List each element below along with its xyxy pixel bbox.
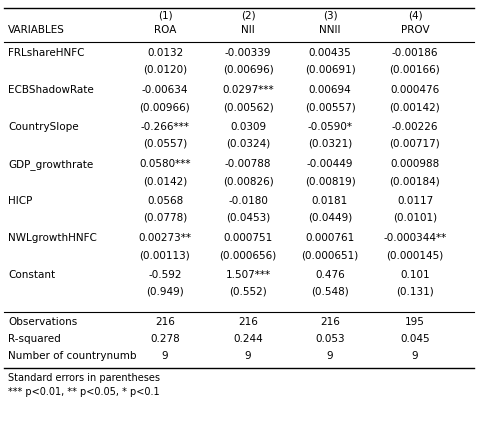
- Text: (3): (3): [323, 10, 337, 20]
- Text: VARIABLES: VARIABLES: [8, 25, 65, 35]
- Text: (0.0557): (0.0557): [143, 139, 187, 149]
- Text: (0.00142): (0.00142): [390, 102, 440, 112]
- Text: -0.00634: -0.00634: [142, 85, 188, 95]
- Text: (0.00826): (0.00826): [223, 176, 273, 186]
- Text: Number of countrynumb: Number of countrynumb: [8, 351, 137, 361]
- Text: 0.000751: 0.000751: [223, 233, 272, 243]
- Text: 0.000988: 0.000988: [391, 159, 440, 169]
- Text: Observations: Observations: [8, 317, 77, 327]
- Text: Constant: Constant: [8, 270, 55, 280]
- Text: PROV: PROV: [401, 25, 429, 35]
- Text: HICP: HICP: [8, 196, 33, 206]
- Text: 0.476: 0.476: [315, 270, 345, 280]
- Text: 0.0181: 0.0181: [312, 196, 348, 206]
- Text: -0.266***: -0.266***: [141, 122, 189, 132]
- Text: (0.552): (0.552): [229, 287, 267, 297]
- Text: (0.000651): (0.000651): [301, 250, 358, 260]
- Text: -0.0590*: -0.0590*: [307, 122, 352, 132]
- Text: (0.0321): (0.0321): [308, 139, 352, 149]
- Text: 1.507***: 1.507***: [226, 270, 271, 280]
- Text: -0.0180: -0.0180: [228, 196, 268, 206]
- Text: 0.244: 0.244: [233, 334, 263, 344]
- Text: 9: 9: [162, 351, 168, 361]
- Text: 0.0297***: 0.0297***: [222, 85, 274, 95]
- Text: Standard errors in parentheses: Standard errors in parentheses: [8, 373, 160, 383]
- Text: CountrySlope: CountrySlope: [8, 122, 78, 132]
- Text: (0.00819): (0.00819): [304, 176, 355, 186]
- Text: (0.000145): (0.000145): [386, 250, 444, 260]
- Text: (0.949): (0.949): [146, 287, 184, 297]
- Text: R-squared: R-squared: [8, 334, 61, 344]
- Text: -0.00186: -0.00186: [392, 48, 438, 58]
- Text: ECBShadowRate: ECBShadowRate: [8, 85, 94, 95]
- Text: (0.00184): (0.00184): [390, 176, 440, 186]
- Text: 216: 216: [320, 317, 340, 327]
- Text: 0.000761: 0.000761: [305, 233, 355, 243]
- Text: FRLshareHNFC: FRLshareHNFC: [8, 48, 85, 58]
- Text: 0.045: 0.045: [400, 334, 430, 344]
- Text: NNII: NNII: [319, 25, 341, 35]
- Text: (0.0453): (0.0453): [226, 213, 270, 223]
- Text: 9: 9: [412, 351, 418, 361]
- Text: 0.0580***: 0.0580***: [139, 159, 191, 169]
- Text: (0.00966): (0.00966): [140, 102, 190, 112]
- Text: (0.548): (0.548): [311, 287, 349, 297]
- Text: (0.131): (0.131): [396, 287, 434, 297]
- Text: (0.000656): (0.000656): [219, 250, 277, 260]
- Text: 0.00694: 0.00694: [309, 85, 351, 95]
- Text: -0.000344**: -0.000344**: [383, 233, 446, 243]
- Text: 0.278: 0.278: [150, 334, 180, 344]
- Text: (0.0120): (0.0120): [143, 65, 187, 75]
- Text: 195: 195: [405, 317, 425, 327]
- Text: 0.053: 0.053: [315, 334, 345, 344]
- Text: 0.0309: 0.0309: [230, 122, 266, 132]
- Text: (0.0449): (0.0449): [308, 213, 352, 223]
- Text: 0.0117: 0.0117: [397, 196, 433, 206]
- Text: -0.00226: -0.00226: [392, 122, 438, 132]
- Text: (0.0142): (0.0142): [143, 176, 187, 186]
- Text: (0.00557): (0.00557): [304, 102, 355, 112]
- Text: 0.00273**: 0.00273**: [139, 233, 192, 243]
- Text: 9: 9: [326, 351, 333, 361]
- Text: (0.0778): (0.0778): [143, 213, 187, 223]
- Text: 216: 216: [238, 317, 258, 327]
- Text: 0.00435: 0.00435: [309, 48, 351, 58]
- Text: (0.00691): (0.00691): [304, 65, 355, 75]
- Text: 0.000476: 0.000476: [391, 85, 440, 95]
- Text: NWLgrowthHNFC: NWLgrowthHNFC: [8, 233, 97, 243]
- Text: (0.00166): (0.00166): [390, 65, 440, 75]
- Text: (0.00562): (0.00562): [223, 102, 273, 112]
- Text: 216: 216: [155, 317, 175, 327]
- Text: (4): (4): [408, 10, 422, 20]
- Text: NII: NII: [241, 25, 255, 35]
- Text: (1): (1): [158, 10, 172, 20]
- Text: (2): (2): [241, 10, 255, 20]
- Text: (0.0324): (0.0324): [226, 139, 270, 149]
- Text: -0.592: -0.592: [148, 270, 182, 280]
- Text: (0.0101): (0.0101): [393, 213, 437, 223]
- Text: -0.00788: -0.00788: [225, 159, 271, 169]
- Text: 0.0132: 0.0132: [147, 48, 183, 58]
- Text: GDP_growthrate: GDP_growthrate: [8, 159, 93, 170]
- Text: (0.00113): (0.00113): [140, 250, 190, 260]
- Text: *** p<0.01, ** p<0.05, * p<0.1: *** p<0.01, ** p<0.05, * p<0.1: [8, 387, 160, 397]
- Text: 0.0568: 0.0568: [147, 196, 183, 206]
- Text: ROA: ROA: [154, 25, 176, 35]
- Text: 0.101: 0.101: [400, 270, 430, 280]
- Text: -0.00449: -0.00449: [307, 159, 353, 169]
- Text: (0.00696): (0.00696): [223, 65, 273, 75]
- Text: -0.00339: -0.00339: [225, 48, 271, 58]
- Text: 9: 9: [245, 351, 251, 361]
- Text: (0.00717): (0.00717): [390, 139, 440, 149]
